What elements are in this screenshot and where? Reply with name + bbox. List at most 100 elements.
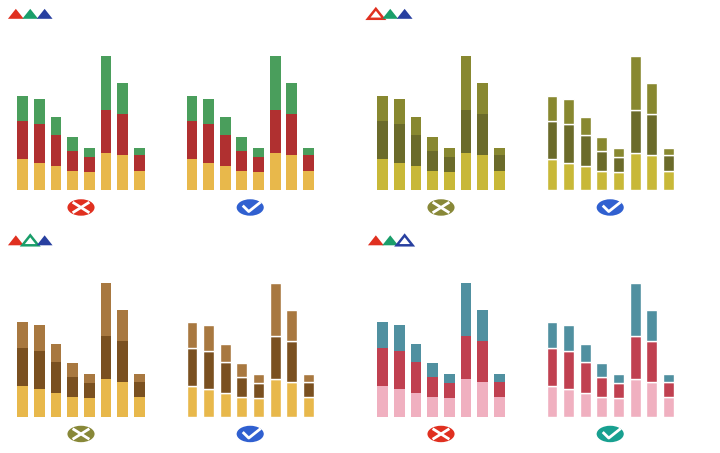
Bar	[663, 397, 674, 417]
Bar	[461, 379, 472, 417]
Bar	[34, 389, 45, 417]
Bar	[84, 172, 95, 190]
Bar	[563, 351, 574, 389]
Bar	[134, 148, 145, 155]
Bar	[50, 117, 61, 135]
Bar	[563, 163, 574, 190]
Bar	[34, 163, 45, 190]
Bar	[494, 374, 505, 382]
Bar	[394, 389, 405, 417]
Bar	[17, 322, 28, 348]
Bar	[444, 148, 455, 157]
Bar	[377, 96, 388, 121]
Bar	[253, 172, 264, 190]
Bar	[84, 157, 95, 172]
Bar	[377, 348, 388, 386]
Bar	[236, 363, 247, 377]
Bar	[34, 351, 45, 389]
Bar	[117, 155, 128, 190]
Bar	[303, 374, 314, 382]
Bar	[101, 379, 112, 417]
Bar	[50, 362, 61, 393]
Bar	[580, 343, 590, 362]
Bar	[663, 155, 674, 171]
Bar	[50, 135, 61, 166]
Bar	[186, 159, 197, 190]
Bar	[647, 381, 657, 417]
Bar	[546, 121, 557, 159]
Bar	[494, 155, 505, 171]
Bar	[84, 148, 95, 157]
Bar	[303, 148, 314, 155]
Bar	[287, 155, 297, 190]
Bar	[34, 325, 45, 351]
Bar	[67, 397, 78, 417]
Bar	[377, 159, 388, 190]
Bar	[186, 322, 197, 348]
Bar	[236, 170, 247, 190]
Bar	[117, 341, 128, 381]
Bar	[203, 325, 214, 351]
Bar	[546, 386, 557, 417]
Bar	[220, 343, 230, 362]
Bar	[613, 398, 624, 417]
Bar	[647, 115, 657, 155]
Bar	[444, 374, 455, 383]
Bar	[494, 382, 505, 397]
Bar	[477, 341, 488, 381]
Bar	[427, 397, 438, 417]
Bar	[647, 341, 657, 381]
Bar	[647, 155, 657, 190]
Bar	[270, 379, 281, 417]
Bar	[17, 96, 28, 121]
Bar	[253, 157, 264, 172]
Bar	[647, 83, 657, 115]
Bar	[253, 148, 264, 157]
Bar	[580, 393, 590, 417]
Bar	[613, 157, 624, 172]
Bar	[427, 151, 438, 170]
Bar	[34, 125, 45, 163]
Bar	[84, 374, 95, 383]
Bar	[203, 125, 214, 163]
Bar	[410, 117, 421, 135]
Bar	[613, 148, 624, 157]
Bar	[287, 83, 297, 115]
Bar	[546, 159, 557, 190]
Bar	[477, 155, 488, 190]
Bar	[444, 172, 455, 190]
Bar	[427, 377, 438, 397]
Bar	[580, 117, 590, 135]
Bar	[17, 348, 28, 386]
Bar	[630, 283, 641, 336]
Bar	[186, 96, 197, 121]
Bar	[444, 157, 455, 172]
Bar	[630, 110, 641, 153]
Bar	[394, 99, 405, 125]
Bar	[287, 341, 297, 381]
Bar	[563, 99, 574, 125]
Bar	[477, 115, 488, 155]
Bar	[84, 398, 95, 417]
Bar	[663, 382, 674, 397]
Bar	[220, 135, 230, 166]
Bar	[596, 363, 607, 377]
Bar	[220, 362, 230, 393]
Bar	[134, 171, 145, 190]
Bar	[50, 393, 61, 417]
Bar	[203, 99, 214, 125]
Bar	[546, 348, 557, 386]
Bar	[663, 148, 674, 155]
Bar	[394, 163, 405, 190]
Bar	[410, 135, 421, 166]
Bar	[630, 56, 641, 110]
Bar	[67, 137, 78, 151]
Bar	[377, 121, 388, 159]
Bar	[394, 351, 405, 389]
Bar	[270, 283, 281, 336]
Bar	[186, 121, 197, 159]
Bar	[630, 379, 641, 417]
Bar	[303, 155, 314, 171]
Bar	[580, 166, 590, 190]
Bar	[596, 151, 607, 170]
